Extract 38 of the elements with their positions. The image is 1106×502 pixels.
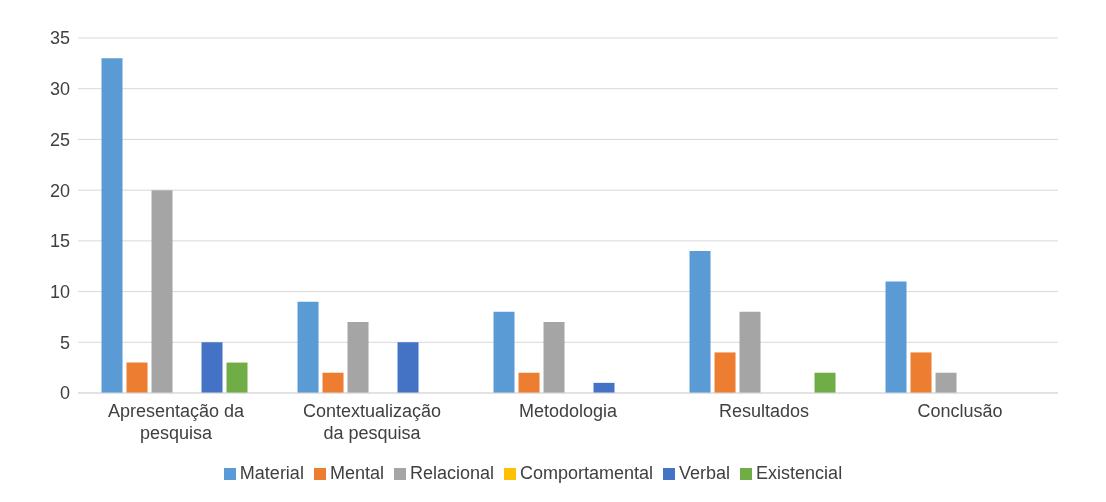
bar	[493, 311, 515, 393]
bar	[297, 301, 319, 393]
bar	[347, 322, 369, 393]
y-tick-label: 30	[49, 79, 70, 100]
legend-label: Relacional	[409, 463, 494, 483]
bar	[226, 362, 248, 393]
bar	[397, 342, 419, 393]
bar	[201, 342, 223, 393]
legend-label: Existencial	[756, 463, 843, 483]
x-tick-label: Apresentação da pesquisa	[107, 401, 246, 443]
bar	[543, 322, 565, 393]
bar	[518, 372, 540, 393]
x-tick-label: Metodologia	[518, 401, 619, 421]
legend-label: Mental	[329, 463, 384, 483]
y-tick-label: 25	[49, 129, 70, 150]
bar	[689, 251, 711, 393]
y-tick-label: 15	[49, 231, 70, 252]
y-tick-label: 20	[49, 180, 70, 201]
y-tick-label: 10	[49, 281, 70, 302]
bar	[151, 190, 173, 393]
bar	[910, 352, 932, 393]
legend-label: Comportamental	[519, 463, 654, 483]
bar	[814, 372, 836, 393]
legend-label: Material	[239, 463, 304, 483]
y-tick-label: 0	[59, 383, 70, 404]
y-tick-label: 35	[49, 28, 70, 49]
legend-label: Verbal	[679, 463, 731, 483]
y-tick-label: 5	[59, 332, 70, 353]
x-tick-label: Resultados	[718, 401, 810, 421]
bar	[885, 281, 907, 393]
x-tick-label: Conclusão	[917, 401, 1003, 421]
bar	[714, 352, 736, 393]
bar	[739, 311, 761, 393]
bar	[101, 58, 123, 393]
bar	[935, 372, 957, 393]
bar	[322, 372, 344, 393]
bar	[126, 362, 148, 393]
x-tick-label: Contextualização da pesquisa	[302, 401, 442, 443]
